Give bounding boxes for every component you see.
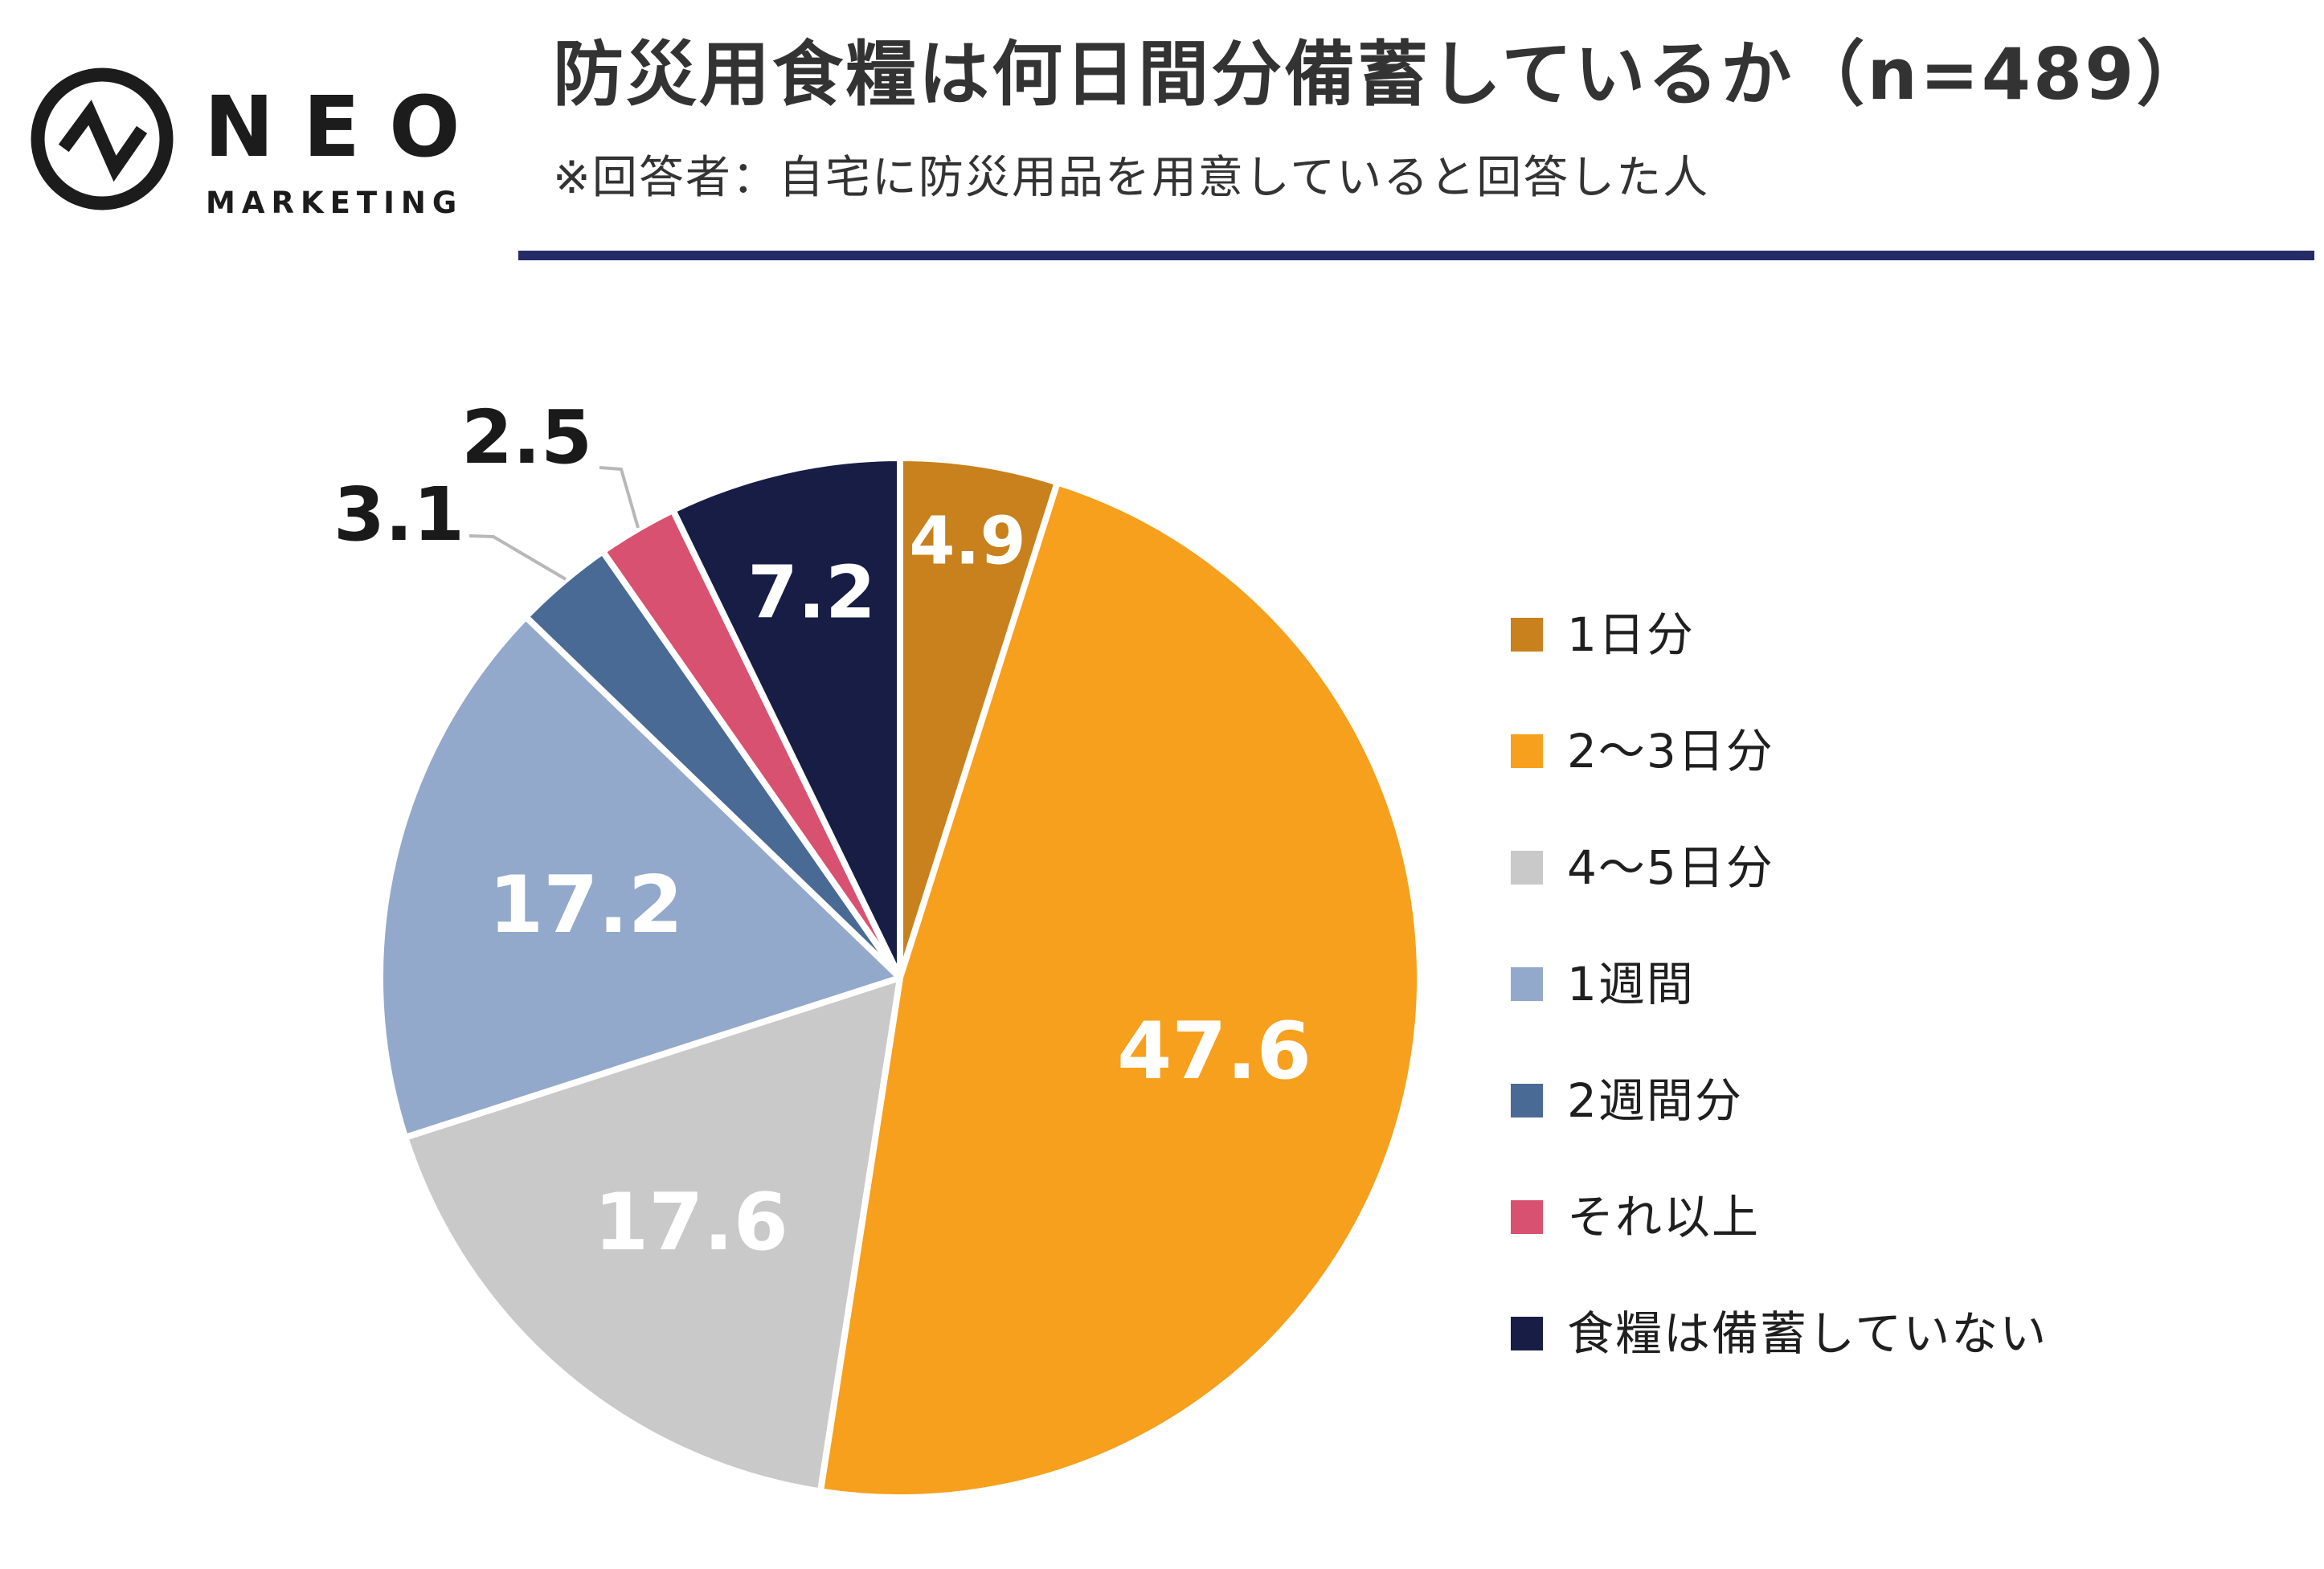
legend-item-6: それ以上	[1511, 1191, 1760, 1243]
pie-value-label: 47.6	[1117, 1006, 1311, 1097]
pie-value-label: 4.9	[909, 504, 1025, 580]
legend-item-5: 2週間分	[1511, 1075, 1743, 1126]
legend-label: 2～3日分	[1567, 724, 1774, 778]
legend-item-7: 食糧は備蓄していない	[1511, 1308, 2048, 1359]
pie-slice-3	[402, 974, 903, 1495]
pie-slice-4	[377, 613, 903, 1141]
pie-value-label: 7.2	[747, 551, 875, 635]
legend-swatch-icon	[1511, 1200, 1543, 1234]
legend-swatch-icon	[1511, 734, 1543, 768]
brand-subname: MARKETING	[206, 186, 464, 220]
pie-value-label-outside: 2.5	[461, 394, 592, 480]
legend-label: 4～5日分	[1567, 840, 1774, 895]
legend-label: 2週間分	[1567, 1073, 1743, 1128]
legend-label: 1日分	[1567, 607, 1695, 662]
leader-line	[599, 466, 640, 529]
brand-name: NEO	[204, 78, 489, 176]
pie-value-label-outside: 3.1	[333, 472, 464, 558]
leader-line	[468, 534, 567, 581]
legend-label: それ以上	[1567, 1190, 1761, 1244]
legend-item-3: 4～5日分	[1511, 842, 1774, 893]
chart-title: 防災用食糧は何日間分備蓄しているか（n=489）	[553, 33, 2210, 116]
pulse-circle-icon	[31, 67, 174, 210]
chart-subtitle: ※回答者：自宅に防災用品を用意していると回答した人	[553, 152, 1710, 204]
legend-label: 食糧は備蓄していない	[1567, 1306, 2048, 1361]
neo-marketing-logo: NEO MARKETING	[23, 39, 473, 220]
pie-slice-2	[816, 479, 1424, 1502]
legend-swatch-icon	[1511, 618, 1543, 652]
legend-label: 1週間	[1567, 957, 1695, 1011]
pie-value-label: 17.2	[489, 860, 683, 951]
legend-item-1: 1日分	[1511, 609, 1695, 660]
legend-item-4: 1週間	[1511, 958, 1695, 1010]
pie-value-label: 17.6	[594, 1177, 788, 1269]
legend-swatch-icon	[1511, 967, 1543, 1001]
title-divider	[518, 251, 2314, 260]
legend-swatch-icon	[1511, 1084, 1543, 1118]
legend-swatch-icon	[1511, 851, 1543, 885]
pie-slice-7	[669, 455, 903, 981]
legend-item-2: 2～3日分	[1511, 725, 1774, 777]
legend-swatch-icon	[1511, 1317, 1543, 1350]
